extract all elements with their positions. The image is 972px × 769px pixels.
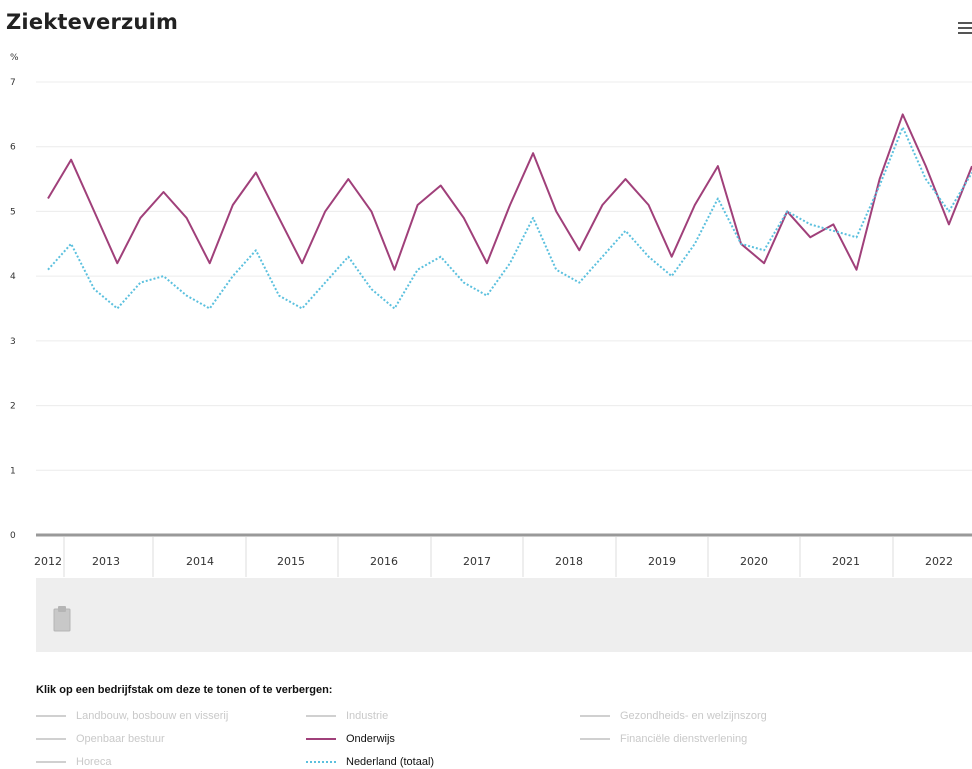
y-tick-label: 7: [10, 78, 16, 88]
y-tick-label: 4: [10, 272, 16, 282]
hamburger-menu-icon[interactable]: [958, 22, 972, 38]
legend-item-nederland-totaal[interactable]: Nederland (totaal): [306, 756, 434, 768]
legend-item-gezondheidszorg[interactable]: Gezondheids- en welzijnszorg: [580, 710, 767, 722]
x-tick-label: 2020: [740, 555, 768, 568]
y-tick-label: 3: [10, 337, 16, 347]
legend-item-financiele-dienstverlening[interactable]: Financiële dienstverlening: [580, 733, 747, 745]
series-line-onderwijs: [47, 113, 972, 271]
x-tick-label: 2016: [370, 555, 398, 568]
y-tick-label: 0: [10, 531, 16, 541]
clipboard-icon[interactable]: [52, 604, 72, 632]
x-tick-label: 2021: [832, 555, 860, 568]
legend-item-landbouw[interactable]: Landbouw, bosbouw en visserij: [36, 710, 228, 722]
x-tick-label: 2014: [186, 555, 214, 568]
x-tick-label: 2019: [648, 555, 676, 568]
x-tick-label: 2012: [34, 555, 62, 568]
legend-item-onderwijs[interactable]: Onderwijs: [306, 733, 395, 745]
y-axis-unit: %: [10, 53, 19, 63]
navigator-area[interactable]: [36, 578, 972, 652]
series-line-nederland-totaal-: [47, 126, 972, 310]
x-tick-label: 2018: [555, 555, 583, 568]
legend-item-industrie[interactable]: Industrie: [306, 710, 388, 722]
legend-item-openbaar-bestuur[interactable]: Openbaar bestuur: [36, 733, 165, 745]
x-tick-label: 2017: [463, 555, 491, 568]
y-tick-label: 6: [10, 143, 16, 153]
y-tick-label: 2: [10, 402, 16, 412]
chart-title: Ziekteverzuim: [6, 10, 179, 34]
x-tick-label: 2015: [277, 555, 305, 568]
legend-item-horeca[interactable]: Horeca: [36, 756, 111, 768]
y-tick-label: 5: [10, 207, 16, 217]
y-tick-label: 1: [10, 466, 16, 476]
x-tick-label: 2022: [925, 555, 953, 568]
legend-title: Klik op een bedrijfstak om deze te tonen…: [36, 684, 333, 696]
x-tick-label: 2013: [92, 555, 120, 568]
